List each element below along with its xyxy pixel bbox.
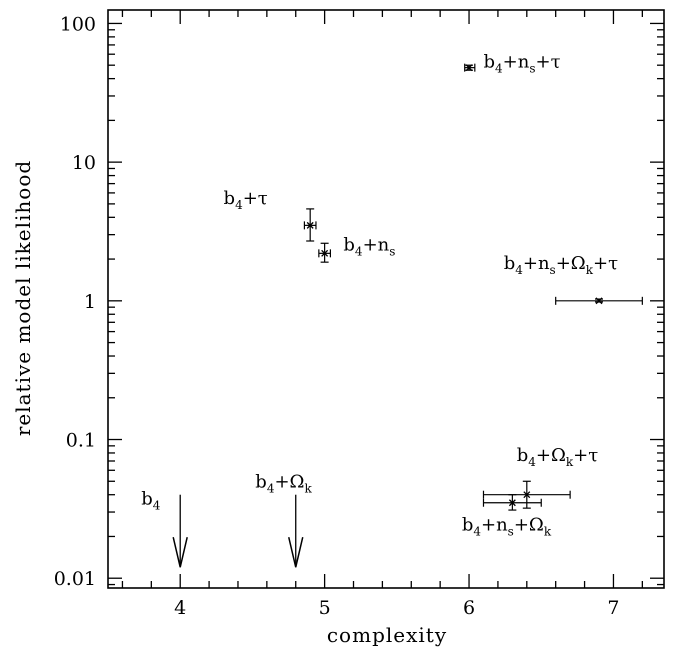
arrow-head	[288, 537, 304, 568]
point-label: b4+ns+Ωk	[462, 515, 552, 539]
x-axis-title: complexity	[327, 623, 447, 647]
label-part: +Ω	[514, 515, 544, 536]
point-label: b4+ns+Ωk+τ	[504, 253, 618, 277]
y-tick-label: 0.01	[54, 568, 96, 590]
label-subscript: k	[566, 455, 574, 469]
data-point	[555, 296, 643, 305]
point-label: b4+ns+τ	[483, 52, 560, 76]
data-point	[482, 480, 571, 509]
label-part: +τ	[536, 52, 561, 73]
label-subscript: k	[544, 525, 552, 539]
data-points	[303, 63, 643, 511]
point-marker	[523, 491, 531, 499]
label-subscript: s	[508, 525, 514, 539]
y-tick-label: 100	[60, 13, 96, 35]
x-tick-label: 5	[319, 597, 331, 619]
point-label: b4+Ωk+τ	[517, 445, 599, 469]
label-base: b	[483, 52, 495, 73]
label-subscript: 4	[355, 245, 363, 259]
point-marker	[595, 297, 603, 305]
plot-border	[107, 9, 665, 589]
point-label: b4+Ωk	[255, 472, 312, 496]
y-axis-title: relative model likelihood	[11, 160, 35, 436]
label-subscript: 4	[473, 525, 481, 539]
upper-limit-arrow	[288, 494, 304, 568]
label-subscript: k	[304, 482, 312, 496]
arrow-head	[172, 537, 188, 568]
x-tick-label: 7	[607, 597, 619, 619]
label-base: b	[255, 472, 267, 493]
label-part: +n	[481, 515, 508, 536]
label-base: b	[141, 488, 153, 509]
data-point	[482, 494, 542, 511]
y-tick-label: 1	[84, 291, 96, 313]
label-base: b	[504, 253, 516, 274]
label-part: +Ω	[274, 472, 304, 493]
y-tick-label: 0.1	[66, 430, 96, 452]
label-subscript: 4	[235, 198, 243, 212]
label-base: b	[343, 235, 355, 256]
label-base: b	[224, 188, 236, 209]
data-point	[303, 208, 317, 242]
y-tick-label: 10	[72, 152, 96, 174]
axis-ticks: 4 5 6 7 0.01 0.1 1 10 100	[54, 10, 664, 619]
point-marker	[465, 64, 473, 72]
label-subscript: s	[529, 62, 535, 76]
label-base: b	[517, 445, 529, 466]
label-part: +n	[503, 52, 530, 73]
label-subscript: k	[586, 263, 594, 277]
data-point	[464, 63, 476, 72]
label-subscript: 4	[495, 62, 503, 76]
point-marker	[508, 499, 516, 507]
label-part: +Ω	[556, 253, 586, 274]
upper-limit-arrows	[172, 494, 304, 568]
label-part: +τ	[593, 253, 618, 274]
label-subscript: 4	[153, 498, 161, 512]
x-tick-label: 6	[463, 597, 475, 619]
label-subscript: 4	[515, 263, 523, 277]
point-label: b4+τ	[224, 188, 268, 212]
label-base: b	[462, 515, 474, 536]
data-point	[318, 242, 331, 263]
point-labels: b4+ns+τb4+τb4+nsb4+ns+Ωk+τb4+Ωk+τb4+ns+Ω…	[141, 52, 618, 539]
point-label: b4+ns	[343, 235, 395, 259]
label-subscript: 4	[267, 482, 275, 496]
label-part: +τ	[243, 188, 268, 209]
plot-frame	[107, 9, 665, 589]
label-part: +τ	[573, 445, 598, 466]
x-tick-label: 4	[174, 597, 186, 619]
point-marker	[321, 249, 329, 257]
point-label: b4	[141, 488, 161, 512]
upper-limit-arrow	[172, 494, 188, 568]
label-subscript: 4	[528, 455, 536, 469]
point-marker	[306, 221, 314, 229]
label-part: +Ω	[536, 445, 566, 466]
label-subscript: s	[550, 263, 556, 277]
label-part: +n	[523, 253, 550, 274]
label-subscript: s	[389, 245, 395, 259]
label-part: +n	[363, 235, 390, 256]
